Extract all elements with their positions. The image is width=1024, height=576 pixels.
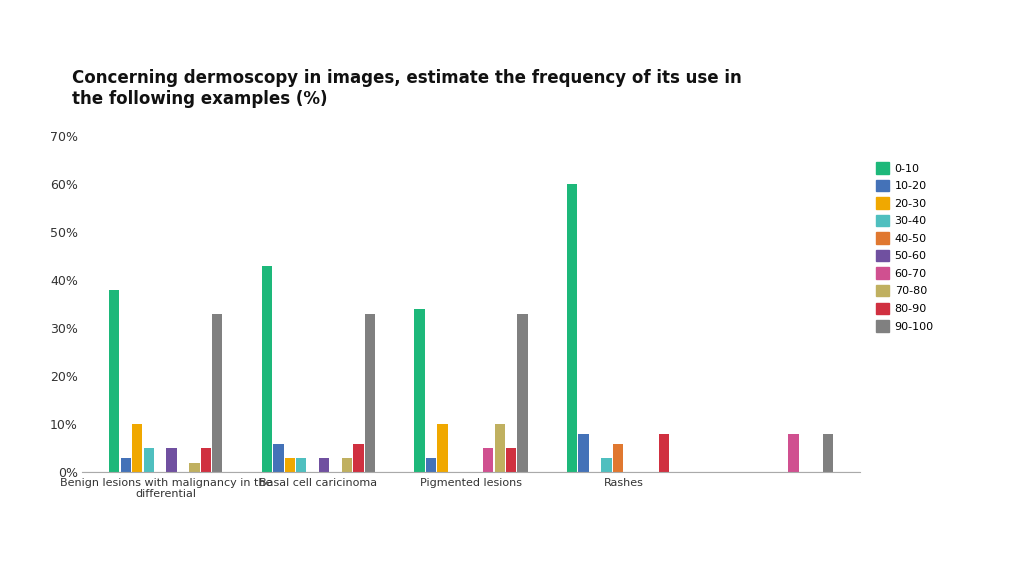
Bar: [495, 425, 505, 472]
Bar: [612, 444, 623, 472]
Bar: [579, 434, 589, 472]
Bar: [658, 434, 669, 472]
Bar: [601, 458, 611, 472]
Legend: 0-10, 10-20, 20-30, 30-40, 40-50, 50-60, 60-70, 70-80, 80-90, 90-100: 0-10, 10-20, 20-30, 30-40, 40-50, 50-60,…: [873, 160, 936, 334]
Bar: [296, 458, 306, 472]
Bar: [189, 463, 200, 472]
Bar: [167, 448, 177, 472]
Bar: [319, 458, 330, 472]
Bar: [822, 434, 833, 472]
Bar: [212, 314, 222, 472]
Bar: [342, 458, 352, 472]
Bar: [788, 434, 799, 472]
Bar: [517, 314, 527, 472]
Bar: [201, 448, 211, 472]
Bar: [567, 184, 578, 472]
Bar: [121, 458, 131, 472]
Bar: [506, 448, 516, 472]
Bar: [285, 458, 295, 472]
Bar: [415, 309, 425, 472]
Bar: [426, 458, 436, 472]
Bar: [365, 314, 375, 472]
Bar: [483, 448, 494, 472]
Bar: [437, 425, 447, 472]
Text: Concerning dermoscopy in images, estimate the frequency of its use in
the follow: Concerning dermoscopy in images, estimat…: [72, 69, 741, 108]
Bar: [143, 448, 154, 472]
Bar: [273, 444, 284, 472]
Bar: [353, 444, 364, 472]
Bar: [262, 266, 272, 472]
Bar: [110, 290, 120, 472]
Bar: [132, 425, 142, 472]
